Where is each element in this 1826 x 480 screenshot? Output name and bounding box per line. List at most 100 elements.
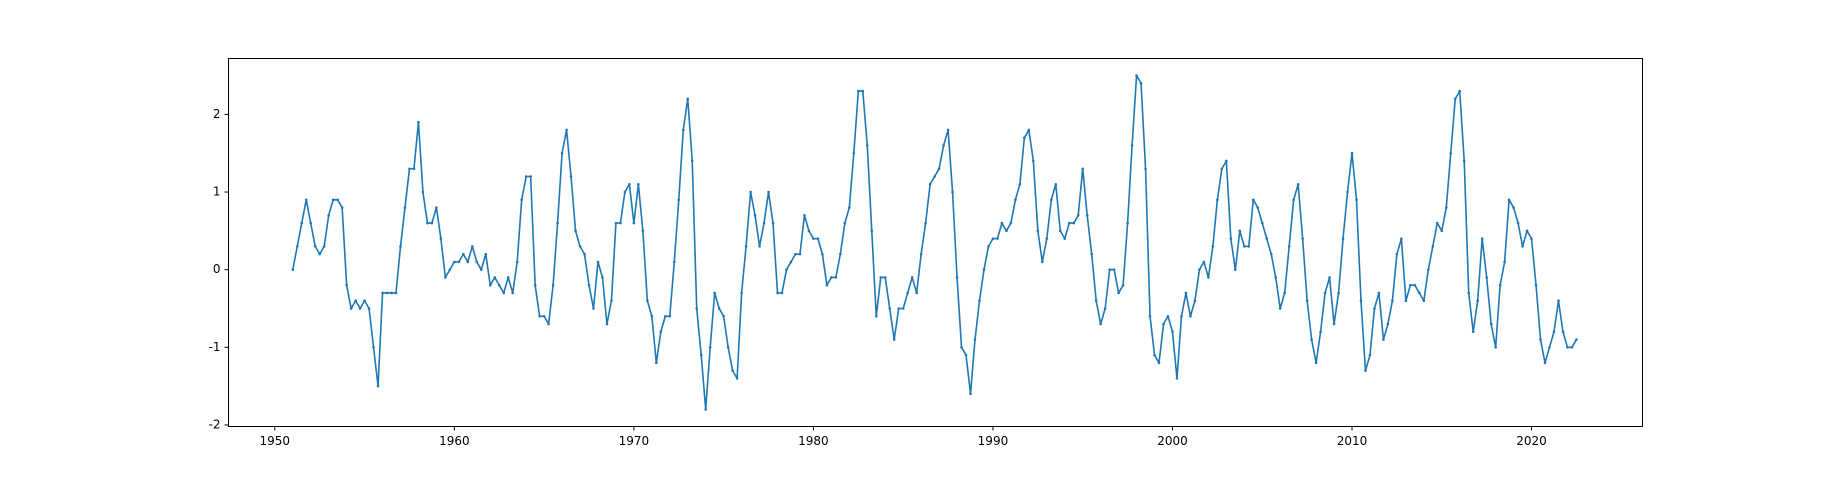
point	[1382, 338, 1385, 341]
point	[1534, 283, 1538, 287]
point	[919, 252, 923, 256]
point	[659, 330, 663, 334]
point	[1005, 229, 1008, 233]
point	[915, 291, 918, 295]
point	[1552, 330, 1556, 334]
point	[664, 314, 667, 318]
point	[1117, 291, 1120, 295]
point	[906, 291, 909, 295]
point	[1458, 89, 1462, 93]
point	[789, 260, 793, 264]
point	[1278, 307, 1282, 310]
point	[1238, 229, 1242, 233]
x-tick-label: 1950	[260, 434, 291, 448]
point	[1076, 214, 1080, 217]
point	[861, 89, 865, 93]
point	[331, 198, 335, 202]
point	[439, 237, 443, 240]
point	[1507, 198, 1511, 202]
point	[1530, 237, 1533, 240]
point	[910, 276, 914, 279]
point	[327, 214, 330, 217]
point	[870, 229, 874, 233]
point	[825, 283, 829, 287]
point	[1314, 361, 1318, 365]
point	[1364, 369, 1367, 372]
point	[1103, 307, 1107, 310]
plot-frame	[228, 58, 1643, 427]
point	[753, 214, 757, 217]
point	[996, 237, 999, 240]
point	[614, 221, 618, 225]
point	[1198, 268, 1201, 271]
point	[1539, 338, 1542, 341]
point	[1126, 221, 1129, 225]
point	[403, 206, 407, 209]
point	[322, 245, 326, 248]
point	[677, 198, 681, 202]
point	[1395, 252, 1399, 256]
point	[385, 291, 389, 295]
point	[1485, 276, 1488, 279]
point	[1112, 268, 1116, 271]
point	[1009, 221, 1013, 225]
point	[421, 190, 425, 194]
point	[349, 307, 353, 310]
point	[1427, 268, 1430, 271]
point	[1319, 330, 1322, 334]
point	[511, 291, 515, 295]
point	[946, 128, 950, 132]
point	[318, 252, 322, 256]
point	[408, 167, 411, 171]
x-tick-label: 1970	[619, 434, 650, 448]
point	[1036, 229, 1040, 233]
point	[695, 307, 699, 310]
point	[749, 190, 752, 194]
point	[1516, 221, 1520, 225]
point	[834, 276, 838, 279]
point	[892, 338, 896, 341]
point	[839, 252, 842, 256]
point	[690, 159, 694, 163]
point	[708, 346, 712, 349]
point	[1404, 299, 1408, 303]
point	[1498, 283, 1502, 287]
point	[637, 182, 640, 186]
point	[955, 276, 959, 279]
point	[843, 221, 847, 225]
point	[857, 89, 860, 93]
point	[1480, 237, 1484, 240]
point	[1305, 299, 1309, 303]
point	[848, 206, 851, 209]
point	[444, 276, 447, 279]
point	[1180, 314, 1183, 318]
point	[484, 252, 488, 256]
point	[951, 190, 954, 194]
point	[1373, 307, 1376, 310]
point	[1162, 322, 1165, 326]
point	[713, 291, 716, 295]
point	[1054, 182, 1058, 186]
point	[1090, 252, 1093, 256]
x-tick-label: 2020	[1516, 434, 1547, 448]
point	[1444, 206, 1448, 209]
point	[852, 151, 856, 155]
point	[502, 291, 506, 295]
point	[1081, 167, 1085, 171]
point	[1216, 198, 1219, 202]
point	[529, 175, 532, 178]
point	[731, 369, 734, 372]
point	[462, 252, 465, 256]
y-tick-label: -2	[209, 417, 221, 431]
point	[583, 252, 586, 256]
point	[1108, 268, 1111, 271]
y-tick-label: -1	[209, 340, 221, 354]
point	[1337, 291, 1340, 295]
point	[538, 314, 541, 318]
y-tick-label: 2	[213, 107, 221, 121]
point	[1346, 190, 1349, 194]
point	[1453, 97, 1457, 101]
point	[565, 128, 568, 132]
point	[1368, 353, 1372, 357]
